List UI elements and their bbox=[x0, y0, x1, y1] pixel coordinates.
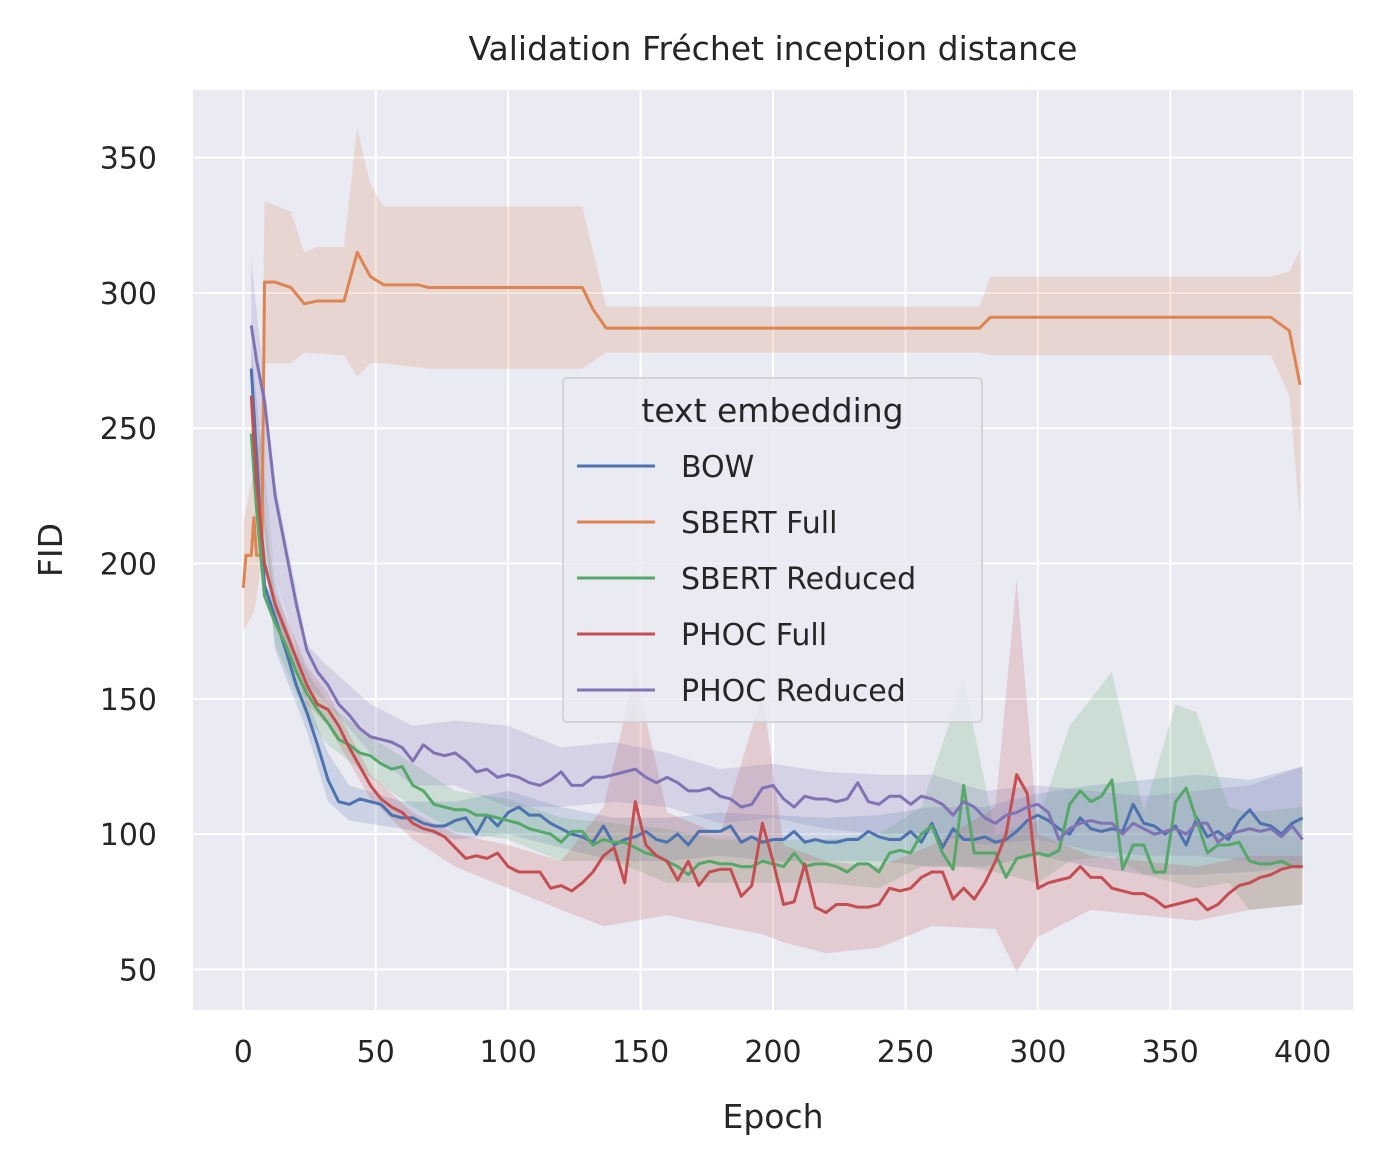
y-axis-label: FID bbox=[31, 523, 70, 577]
x-axis-label: Epoch bbox=[722, 1097, 823, 1136]
legend-label-bow: BOW bbox=[681, 450, 754, 485]
legend-items: BOW SBERT Full SBERT Reduced PHOC Full PHOC … bbox=[577, 450, 916, 709]
x-tick-label: 50 bbox=[357, 1035, 395, 1070]
x-tick-label: 350 bbox=[1142, 1035, 1199, 1070]
sbert-full-line bbox=[241, 250, 1302, 589]
legend-box bbox=[562, 377, 983, 723]
phoc-reduced-band bbox=[251, 260, 1303, 867]
legend-label-sbert-full: SBERT Full bbox=[681, 506, 837, 541]
x-tick-label: 0 bbox=[234, 1035, 253, 1070]
legend: text embedding BOW SBERT Full SBERT Reduce… bbox=[562, 377, 983, 723]
y-tick-label: 200 bbox=[100, 548, 157, 583]
series-lines bbox=[241, 250, 1304, 915]
y-tick-label: 250 bbox=[100, 412, 157, 447]
legend-label-sbert-reduced: SBERT Reduced bbox=[681, 562, 916, 597]
y-tick-label: 150 bbox=[100, 683, 157, 718]
phoc-full-line bbox=[249, 395, 1303, 915]
x-tick-label: 200 bbox=[744, 1035, 801, 1070]
x-tick-label: 150 bbox=[612, 1035, 669, 1070]
x-tick-label: 100 bbox=[480, 1035, 537, 1070]
x-tick-label: 250 bbox=[877, 1035, 934, 1070]
x-tick-label: 400 bbox=[1274, 1035, 1331, 1070]
x-tick-labels: 0 50 100 150 200 250 300 350 400 bbox=[234, 1035, 1332, 1070]
x-tick-label: 300 bbox=[1009, 1035, 1066, 1070]
y-tick-labels: 50 100 150 200 250 300 350 bbox=[100, 142, 157, 989]
y-tick-label: 50 bbox=[119, 953, 157, 988]
chart-title: Validation Fréchet inception distance bbox=[469, 29, 1078, 68]
sbert-reduced-band bbox=[251, 414, 1303, 910]
bow-line bbox=[249, 368, 1304, 850]
legend-title: text embedding bbox=[641, 391, 903, 430]
legend-label-phoc-full: PHOC Full bbox=[681, 618, 827, 653]
phoc-reduced-line bbox=[249, 325, 1304, 844]
sbert-full-band bbox=[243, 127, 1301, 632]
y-tick-label: 300 bbox=[100, 277, 157, 312]
legend-label-phoc-reduced: PHOC Reduced bbox=[681, 674, 906, 709]
y-tick-label: 100 bbox=[100, 818, 157, 853]
phoc-full-band bbox=[251, 387, 1303, 973]
y-tick-label: 350 bbox=[100, 142, 157, 177]
